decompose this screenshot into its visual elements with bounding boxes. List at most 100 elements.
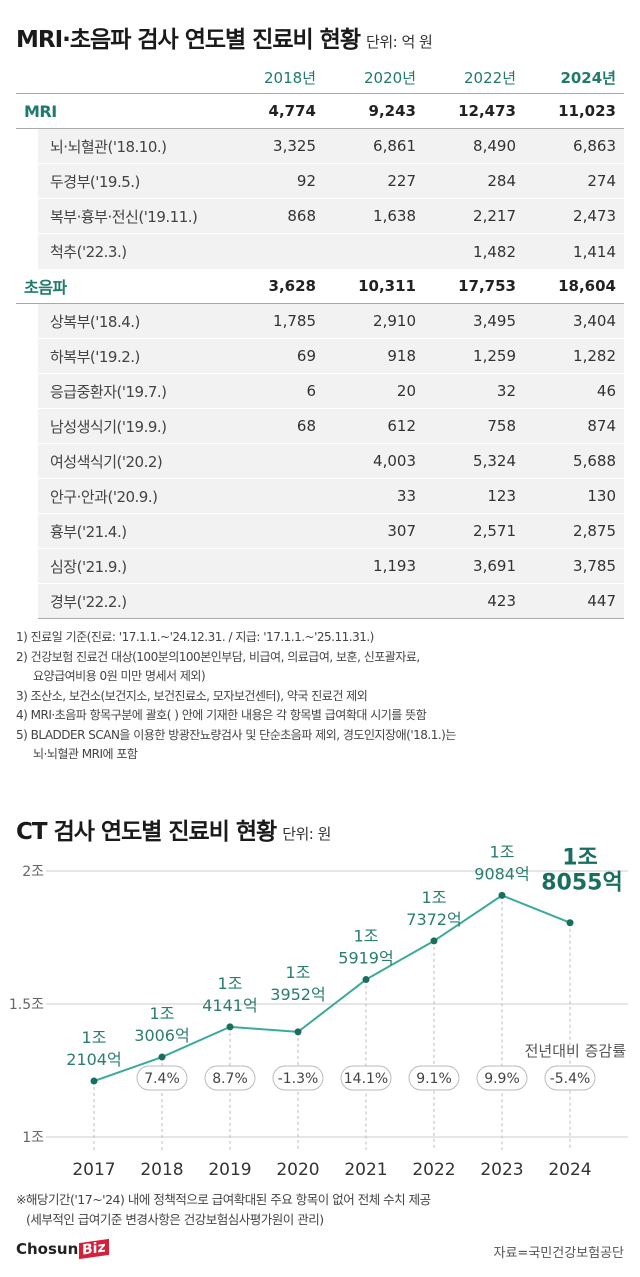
- row-label: 척추('22.3.): [50, 243, 127, 261]
- growth-pill: [136, 1065, 188, 1091]
- data-label-bottom: 3006억: [134, 1026, 189, 1045]
- growth-value: 7.4%: [144, 1071, 180, 1087]
- cell-value: 20: [396, 382, 416, 400]
- growth-value: -5.4%: [550, 1071, 591, 1087]
- chart-title-text: CT 검사 연도별 진료비 현황: [16, 819, 277, 845]
- table-notes: 1) 진료일 기준(진료: '17.1.1.~'24.12.31. / 지급: …: [16, 628, 456, 765]
- cell-value: 130: [587, 487, 616, 505]
- source-text: 자료=국민건강보험공단: [493, 1246, 625, 1261]
- chart-unit: 단위: 원: [282, 825, 331, 843]
- growth-pill: [204, 1065, 256, 1091]
- cell-value: 10,311: [358, 277, 416, 295]
- data-label-top: 1조: [422, 888, 447, 907]
- data-label-bottom: 5919억: [338, 949, 393, 968]
- data-label-bottom: 7372억: [406, 910, 461, 929]
- series-line: [93, 894, 571, 1082]
- data-point: [294, 1028, 302, 1036]
- table-title: MRI·초음파 검사 연도별 진료비 현황 단위: 억 원: [16, 20, 433, 54]
- data-label-bottom: 2104억: [66, 1050, 121, 1069]
- cell-value: 123: [487, 487, 516, 505]
- footnote: ※해당기간('17~'24) 내에 정책적으로 급여확대된 주요 항목이 없어 …: [16, 1190, 431, 1230]
- cell-value: 874: [587, 417, 616, 435]
- table-row-category: MRI 4,774 9,243 12,473 11,023: [16, 94, 624, 129]
- cell-value: 17,753: [458, 277, 516, 295]
- growth-value: 14.1%: [344, 1071, 388, 1087]
- row-label: 경부('22.2.): [50, 592, 127, 611]
- cell-value: 69: [296, 347, 316, 365]
- table-row: 심장('21.9.) 1,193 3,691 3,785: [38, 549, 624, 584]
- x-tick-label: 2019: [208, 1160, 251, 1180]
- data-label-top: 1조: [490, 842, 515, 861]
- row-label: 하복부('19.2.): [50, 347, 140, 366]
- cost-table: 2018년 2020년 2022년 2024년 MRI 4,774 9,243 12,…: [16, 62, 624, 619]
- row-label: 복부·흉부·전신('19.11.): [50, 207, 198, 226]
- cell-value: 423: [487, 592, 516, 610]
- footnote-line: (세부적인 급여기준 변경사항은 건강보험심사평가원이 관리): [26, 1212, 324, 1227]
- x-tick-label: 2020: [276, 1160, 319, 1180]
- cell-value: 2,875: [573, 522, 616, 540]
- cell-value: 612: [387, 417, 416, 435]
- table-unit: 단위: 억 원: [366, 33, 433, 51]
- note-line: 3) 조산소, 보건소(보건지소, 보건진료소, 모자보건센터), 약국 진료건…: [16, 688, 368, 703]
- growth-value: -1.3%: [278, 1071, 319, 1087]
- cell-value: 758: [487, 417, 516, 435]
- cell-value: 1,482: [473, 242, 516, 261]
- cell-value: 5,324: [473, 452, 516, 470]
- cell-value: 5,688: [573, 452, 616, 470]
- cell-value: 1,638: [373, 207, 416, 225]
- cell-value: 6,863: [573, 137, 616, 155]
- x-tick-label: 2018: [140, 1160, 183, 1180]
- cell-value: 33: [396, 487, 416, 505]
- cell-value: 3,325: [273, 137, 316, 155]
- row-label: 초음파: [24, 278, 67, 297]
- row-label: 흉부('21.4.): [50, 522, 127, 541]
- data-label-bottom: 9084억: [474, 864, 529, 883]
- table-row: 복부·흉부·전신('19.11.) 868 1,638 2,217 2,473: [38, 199, 624, 234]
- cell-value: 3,785: [573, 557, 616, 575]
- x-tick-label: 2024: [548, 1160, 591, 1180]
- cell-value: 6,861: [373, 137, 416, 155]
- cell-value: 46: [596, 382, 616, 400]
- growth-rate-label: 전년대비 증감률: [525, 1042, 627, 1060]
- row-label: MRI: [24, 101, 57, 121]
- data-label-bottom: 8055억: [541, 871, 622, 896]
- cell-value: 307: [387, 522, 416, 540]
- growth-value: 9.1%: [416, 1071, 452, 1087]
- y-tick-label: 1.5조: [9, 997, 44, 1013]
- x-tick-label: 2021: [344, 1160, 387, 1180]
- cell-value: 3,404: [573, 312, 616, 330]
- growth-pill: [272, 1065, 324, 1091]
- cell-value: 8,490: [473, 137, 516, 155]
- data-point: [362, 976, 370, 984]
- ct-line-chart: 1조 1.5조 2조 1조 2104억 1조 3006억 1조 4141억 1조 3952억 1조 59…: [9, 842, 628, 1180]
- growth-pill: [476, 1065, 528, 1091]
- cell-value: 32: [496, 382, 516, 400]
- note-line: 1) 진료일 기준(진료: '17.1.1.~'24.12.31. / 지급: …: [16, 630, 374, 644]
- data-label-top: 1조: [354, 927, 379, 946]
- cell-value: 18,604: [558, 277, 616, 295]
- note-line: 요양급여비용 0원 미만 명세서 제외): [33, 669, 206, 683]
- cell-value: 3,495: [473, 312, 516, 330]
- data-point: [430, 937, 438, 945]
- cell-value: 918: [387, 347, 416, 365]
- row-label: 응급중환자('19.7.): [50, 382, 167, 401]
- growth-pill: [408, 1065, 460, 1091]
- table-row: 여성색식기('20.2) 4,003 5,324 5,688: [38, 444, 624, 479]
- cell-value: 447: [587, 592, 616, 610]
- note-line: 4) MRI·초음파 항목구분에 괄호( ) 안에 기재한 내용은 각 항목별 …: [16, 708, 427, 722]
- cell-value: 2,910: [373, 312, 416, 330]
- cell-value: 6: [306, 382, 316, 400]
- x-tick-label: 2017: [72, 1160, 115, 1180]
- cell-value: 3,628: [268, 277, 316, 295]
- cell-value: 4,003: [373, 452, 416, 470]
- table-header: 2018년 2020년 2022년 2024년: [16, 62, 624, 94]
- y-tick-label: 2조: [22, 864, 44, 880]
- table-row: 두경부('19.5.) 92 227 284 274: [38, 164, 624, 199]
- cell-value: 11,023: [558, 102, 616, 120]
- cell-value: 868: [287, 207, 316, 225]
- data-label-top: 1조: [286, 963, 311, 982]
- data-label-bottom: 3952억: [270, 985, 325, 1004]
- col-2020: 2020년: [364, 69, 416, 87]
- note-line: 뇌·뇌혈관 MRI에 포함: [33, 747, 138, 761]
- row-label: 뇌·뇌혈관('18.10.): [50, 137, 167, 156]
